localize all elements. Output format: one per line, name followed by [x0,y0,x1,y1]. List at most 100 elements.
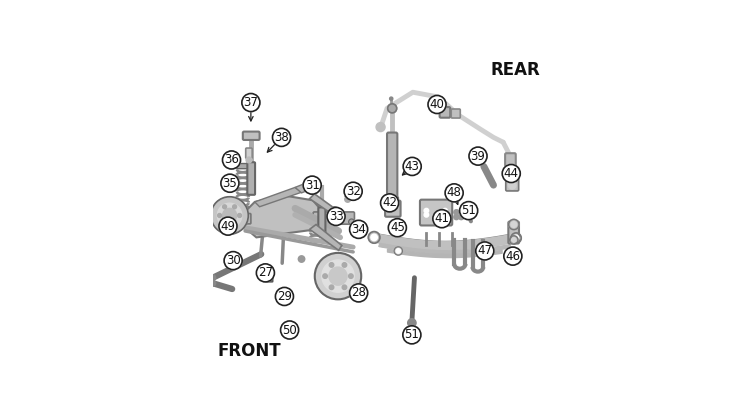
Circle shape [445,184,463,202]
Polygon shape [255,187,301,207]
Polygon shape [310,194,344,220]
FancyBboxPatch shape [218,214,251,224]
FancyBboxPatch shape [385,201,401,217]
Circle shape [210,275,215,281]
Circle shape [342,263,347,267]
Text: 36: 36 [224,153,239,166]
Text: REAR: REAR [491,61,541,79]
Text: 43: 43 [404,160,420,173]
Text: 35: 35 [223,177,237,190]
Circle shape [223,151,241,169]
Circle shape [443,208,447,213]
Text: 42: 42 [382,197,397,210]
Text: 45: 45 [390,221,405,234]
Circle shape [388,194,396,203]
Circle shape [219,217,237,235]
Circle shape [238,214,242,217]
Circle shape [349,274,353,278]
FancyBboxPatch shape [506,178,518,191]
FancyBboxPatch shape [505,153,516,166]
Circle shape [329,267,347,285]
Circle shape [458,215,464,220]
Circle shape [223,205,226,209]
Text: 37: 37 [243,96,258,109]
FancyBboxPatch shape [386,197,399,206]
Circle shape [371,234,377,241]
FancyBboxPatch shape [318,207,326,235]
Circle shape [403,326,421,344]
Text: 27: 27 [258,266,273,279]
FancyBboxPatch shape [387,132,397,200]
Text: FRONT: FRONT [217,342,280,360]
Circle shape [246,157,252,163]
Circle shape [513,235,519,241]
Circle shape [272,128,291,146]
FancyBboxPatch shape [243,132,260,140]
Circle shape [512,238,516,242]
Text: 28: 28 [351,287,366,300]
Circle shape [331,207,338,213]
Circle shape [388,104,396,113]
Circle shape [342,285,347,290]
Circle shape [369,232,380,243]
Circle shape [233,205,237,209]
Circle shape [454,215,459,220]
Circle shape [454,210,459,215]
Circle shape [211,197,248,234]
Circle shape [460,202,477,220]
Circle shape [509,219,519,230]
Circle shape [299,256,304,262]
Circle shape [469,147,487,165]
Circle shape [511,233,521,243]
Circle shape [350,220,368,238]
Circle shape [303,176,321,194]
FancyBboxPatch shape [236,163,250,169]
Circle shape [315,253,361,299]
Text: 51: 51 [404,328,419,341]
Circle shape [224,251,242,270]
Text: 33: 33 [328,210,343,223]
Circle shape [349,219,355,225]
Circle shape [458,210,464,215]
Circle shape [280,321,299,339]
FancyBboxPatch shape [246,148,252,158]
Polygon shape [295,181,318,193]
Circle shape [502,165,520,183]
Circle shape [327,207,345,225]
Text: 40: 40 [429,98,445,111]
FancyBboxPatch shape [451,109,461,118]
Text: 51: 51 [461,204,476,217]
Circle shape [510,236,518,244]
Circle shape [424,208,429,213]
Text: 50: 50 [283,323,297,336]
Circle shape [233,222,237,226]
Circle shape [218,203,242,228]
Circle shape [380,194,399,212]
Circle shape [428,96,446,114]
FancyBboxPatch shape [508,222,519,243]
FancyBboxPatch shape [420,200,452,225]
Circle shape [329,263,334,267]
Circle shape [256,264,274,282]
Circle shape [396,249,401,253]
FancyBboxPatch shape [247,162,255,195]
Circle shape [433,210,451,228]
Circle shape [350,284,368,302]
Text: 39: 39 [471,150,485,163]
Text: 38: 38 [274,131,289,144]
Circle shape [390,97,393,100]
Circle shape [443,212,447,217]
Circle shape [329,285,334,290]
Circle shape [388,219,407,237]
Circle shape [218,214,221,217]
Text: 47: 47 [477,244,492,257]
FancyBboxPatch shape [236,208,250,213]
Text: 44: 44 [504,167,519,180]
Circle shape [322,260,354,292]
Circle shape [221,174,239,192]
Circle shape [511,222,517,228]
Text: 34: 34 [351,223,366,236]
Circle shape [394,247,402,255]
Circle shape [345,197,350,202]
Text: 46: 46 [505,250,520,263]
